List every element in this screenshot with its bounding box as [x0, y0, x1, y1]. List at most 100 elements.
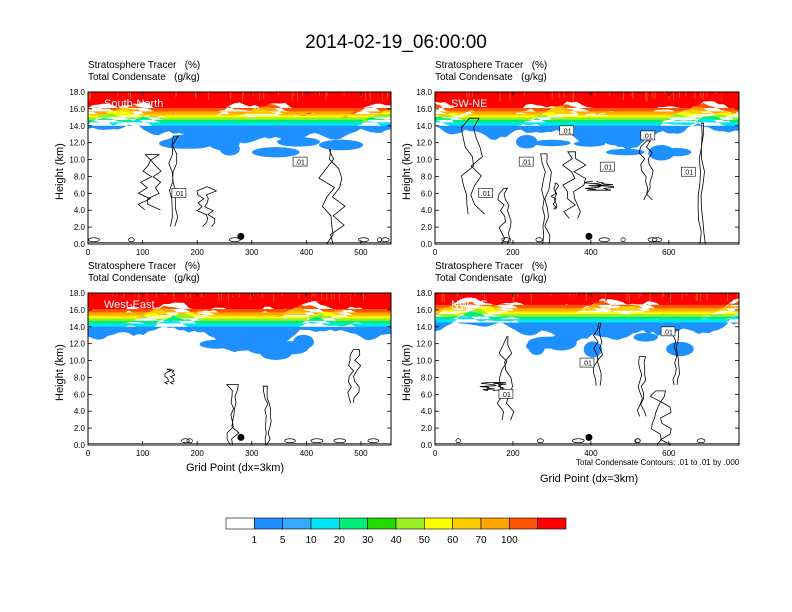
surface-contour: [128, 237, 135, 243]
surface-contour: [651, 237, 663, 243]
contour-label-box: [579, 357, 595, 368]
surface-contour: [501, 237, 512, 243]
y-axis-label: Height (km): [54, 344, 66, 401]
plot-area-1: [88, 92, 391, 244]
panel-frame: [434, 292, 740, 446]
tracer-blob: [293, 334, 314, 350]
colorbar: [225, 517, 567, 530]
condensate-contour: [638, 140, 654, 201]
tracer-blob: [199, 339, 235, 349]
surface-contour: [537, 438, 544, 444]
panel-direction-label: NW-SE: [451, 299, 487, 311]
colorbar-swatch: [424, 517, 453, 530]
tracer-blob: [633, 332, 658, 342]
contour-label: .01: [602, 165, 612, 172]
tracer-blob: [666, 341, 694, 357]
condensate-contour: [196, 186, 218, 227]
panel-direction-label: SW-NE: [451, 98, 487, 110]
surface-contour: [181, 438, 190, 444]
surface-contour: [284, 438, 296, 444]
x-axis-label-left: Grid Point (dx=3km): [186, 462, 285, 474]
contour-note: Total Condensate Contours: .01 to .01 by…: [576, 458, 740, 467]
y-tick-label: 16.0: [69, 105, 85, 114]
contour-label-box: [681, 166, 696, 177]
y-tick-label: 0.0: [421, 240, 433, 249]
panel-frame: [87, 91, 392, 245]
tracer-layer: [435, 305, 739, 320]
x-tick-label: 400: [584, 248, 598, 257]
tracer-blob: [583, 341, 602, 358]
tracer-blob: [318, 139, 364, 151]
tracer-blob: [648, 145, 675, 161]
panel-3: West-East 0.0 2.0 4.0 6.0 8.0 10.0 12.0 14.0 16.0…: [69, 289, 392, 458]
y-tick-label: 18.0: [69, 289, 85, 298]
panel-condensate-label: Total Condensate (g/kg): [88, 273, 200, 284]
y-tick-label: 12.0: [69, 340, 85, 349]
condensate-contour: [479, 382, 507, 391]
x-tick-label: 100: [136, 449, 150, 458]
colorbar-swatch: [367, 517, 397, 530]
contour-label: .01: [562, 128, 572, 135]
colorbar-tick-label: 40: [390, 535, 402, 546]
colorbar-tick-label: 1: [251, 535, 258, 546]
y-tick-label: 4.0: [74, 206, 86, 215]
x-tick-label: 500: [354, 449, 368, 458]
contour-label: .01: [295, 160, 305, 167]
condensate-contour: [592, 322, 604, 386]
x-tick-label: 400: [300, 248, 314, 257]
contour-label: .01: [521, 160, 531, 167]
contour-label: .01: [643, 133, 653, 140]
figure-title: 2014-02-19_06:00:00: [305, 32, 487, 53]
tracer-blob: [515, 135, 538, 149]
y-tick-label: 14.0: [416, 122, 432, 131]
panel-4: .01 .01 .01 NW-SE 0.0 2.0 4.0 6.0 8.0 10.0 12.0 14.…: [416, 289, 740, 458]
y-tick-label: 10.0: [416, 156, 432, 165]
contour-label-box: [660, 326, 676, 337]
tracer-blob: [604, 137, 627, 146]
x-tick-label: 0: [433, 248, 438, 257]
tracer-layer: [435, 123, 739, 150]
surface-contour: [333, 438, 346, 444]
colorbar-swatch: [395, 517, 425, 530]
y-tick-label: 18.0: [416, 289, 432, 298]
contour-label-box: [518, 156, 534, 167]
surface-contour: [88, 237, 100, 243]
colorbar-tick-label: 30: [362, 535, 374, 546]
condensate-contour: [550, 182, 560, 210]
condensate-contour: [137, 154, 162, 211]
y-tick-label: 2.0: [421, 223, 433, 232]
panel-tracer-label: Stratosphere Tracer (%): [435, 60, 548, 71]
location-marker: [585, 433, 593, 441]
y-tick-label: 10.0: [69, 357, 85, 366]
panel-condensate-label: Total Condensate (g/kg): [88, 72, 200, 83]
surface-contour: [358, 237, 369, 243]
surface-contour: [696, 438, 706, 444]
y-tick-label: 14.0: [416, 323, 432, 332]
surface-contour: [376, 237, 383, 243]
tracer-blob: [573, 140, 606, 147]
y-tick-label: 12.0: [416, 139, 432, 148]
surface-contour: [381, 237, 390, 243]
tracer-blob: [208, 135, 240, 151]
location-marker: [585, 232, 593, 240]
surface-contour: [647, 237, 658, 243]
contour-label: .01: [683, 170, 693, 177]
x-tick-label: 200: [191, 248, 205, 257]
surface-contour: [634, 438, 641, 444]
x-tick-label: 500: [354, 248, 368, 257]
x-tick-label: 600: [662, 248, 676, 257]
condensate-contour: [318, 149, 346, 244]
colorbar-tick-label: 70: [475, 535, 487, 546]
panel-direction-label: West-East: [104, 299, 155, 311]
x-tick-label: 200: [506, 248, 520, 257]
y-tick-label: 14.0: [69, 122, 85, 131]
y-tick-label: 6.0: [74, 189, 86, 198]
x-tick-label: 200: [191, 449, 205, 458]
surface-contour: [186, 438, 193, 444]
contour-label-box: [292, 156, 308, 167]
contour-label: .01: [501, 392, 511, 399]
surface-contour: [535, 237, 543, 243]
y-axis-label: Height (km): [401, 143, 413, 200]
contour-label: .01: [582, 361, 592, 368]
